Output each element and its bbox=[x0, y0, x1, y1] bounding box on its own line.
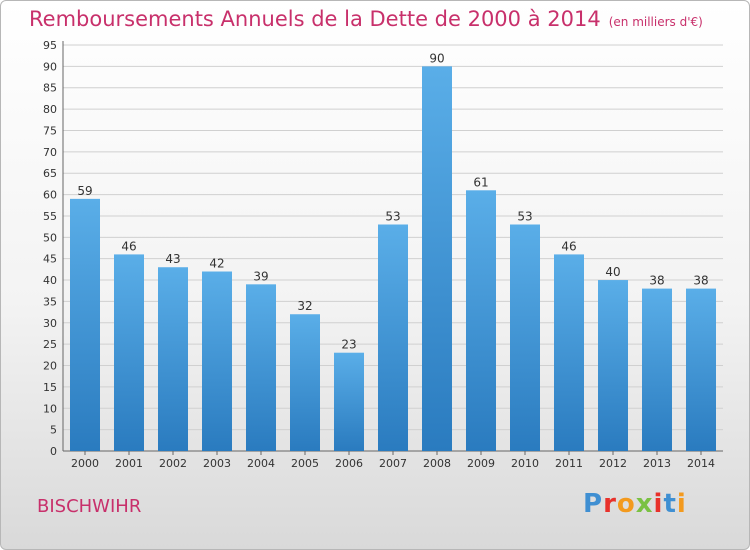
x-tick-label: 2012 bbox=[599, 457, 627, 470]
y-tick-label: 45 bbox=[43, 253, 57, 266]
logo-letter: P bbox=[583, 489, 604, 519]
y-tick-label: 25 bbox=[43, 338, 57, 351]
y-tick-label: 50 bbox=[43, 231, 57, 244]
x-tick-label: 2011 bbox=[555, 457, 583, 470]
bar bbox=[290, 314, 320, 451]
x-tick-label: 2002 bbox=[159, 457, 187, 470]
x-tick-label: 2003 bbox=[203, 457, 231, 470]
bar-value-label: 39 bbox=[253, 269, 268, 283]
x-tick-label: 2010 bbox=[511, 457, 539, 470]
x-tick-label: 2004 bbox=[247, 457, 275, 470]
chart-title-row: Remboursements Annuels de la Dette de 20… bbox=[29, 7, 703, 31]
bar-value-label: 38 bbox=[693, 274, 708, 288]
bar-value-label: 23 bbox=[341, 338, 356, 352]
x-tick-label: 2005 bbox=[291, 457, 319, 470]
y-tick-label: 0 bbox=[50, 445, 57, 458]
bar bbox=[554, 254, 584, 451]
logo-letter: r bbox=[603, 489, 617, 519]
bar-value-label: 59 bbox=[77, 184, 92, 198]
bar bbox=[114, 254, 144, 451]
logo-letter: x bbox=[635, 489, 654, 519]
bar bbox=[378, 224, 408, 451]
bar-value-label: 40 bbox=[605, 265, 620, 279]
bar bbox=[70, 198, 100, 451]
bar-value-label: 38 bbox=[649, 274, 664, 288]
proxiti-logo: Proxiti bbox=[583, 489, 687, 519]
bar-value-label: 53 bbox=[517, 209, 532, 223]
x-tick-label: 2009 bbox=[467, 457, 495, 470]
x-tick-label: 2007 bbox=[379, 457, 407, 470]
commune-name: BISCHWIHR bbox=[37, 496, 142, 517]
y-tick-label: 30 bbox=[43, 317, 57, 330]
bar-value-label: 32 bbox=[297, 299, 312, 313]
bar bbox=[422, 66, 452, 452]
y-tick-label: 55 bbox=[43, 210, 57, 223]
bar bbox=[510, 224, 540, 451]
y-tick-label: 10 bbox=[43, 402, 57, 415]
y-tick-label: 80 bbox=[43, 103, 57, 116]
x-tick-label: 2001 bbox=[115, 457, 143, 470]
y-tick-label: 65 bbox=[43, 167, 57, 180]
bar-value-label: 90 bbox=[429, 51, 444, 65]
x-tick-label: 2000 bbox=[71, 457, 99, 470]
y-tick-label: 75 bbox=[43, 124, 57, 137]
bar bbox=[642, 288, 672, 451]
y-tick-label: 70 bbox=[43, 146, 57, 159]
bar bbox=[334, 352, 364, 451]
bar-value-label: 43 bbox=[165, 252, 180, 266]
logo-letter: i bbox=[676, 489, 687, 519]
y-tick-label: 85 bbox=[43, 82, 57, 95]
y-tick-label: 20 bbox=[43, 360, 57, 373]
y-tick-label: 5 bbox=[50, 424, 57, 437]
bar bbox=[158, 267, 188, 451]
bar bbox=[202, 271, 232, 451]
x-tick-label: 2013 bbox=[643, 457, 671, 470]
logo-letter: i bbox=[653, 489, 664, 519]
y-tick-label: 90 bbox=[43, 60, 57, 73]
bar bbox=[246, 284, 276, 451]
chart-title: Remboursements Annuels de la Dette de 20… bbox=[29, 7, 601, 31]
x-tick-label: 2014 bbox=[687, 457, 715, 470]
x-tick-label: 2006 bbox=[335, 457, 363, 470]
bar bbox=[466, 190, 496, 451]
y-tick-label: 35 bbox=[43, 295, 57, 308]
bar bbox=[686, 288, 716, 451]
bar-value-label: 42 bbox=[209, 257, 224, 271]
y-tick-label: 40 bbox=[43, 274, 57, 287]
y-tick-label: 15 bbox=[43, 381, 57, 394]
y-tick-label: 95 bbox=[43, 39, 57, 52]
bar-value-label: 61 bbox=[473, 175, 488, 189]
bar-value-label: 53 bbox=[385, 209, 400, 223]
bar bbox=[598, 280, 628, 451]
logo-letter: o bbox=[616, 489, 636, 519]
y-tick-label: 60 bbox=[43, 189, 57, 202]
x-tick-label: 2008 bbox=[423, 457, 451, 470]
logo-letter: t bbox=[663, 489, 677, 519]
chart-subtitle: (en milliers d'€) bbox=[608, 15, 703, 29]
bar-value-label: 46 bbox=[561, 239, 576, 253]
bar-value-label: 46 bbox=[121, 239, 136, 253]
